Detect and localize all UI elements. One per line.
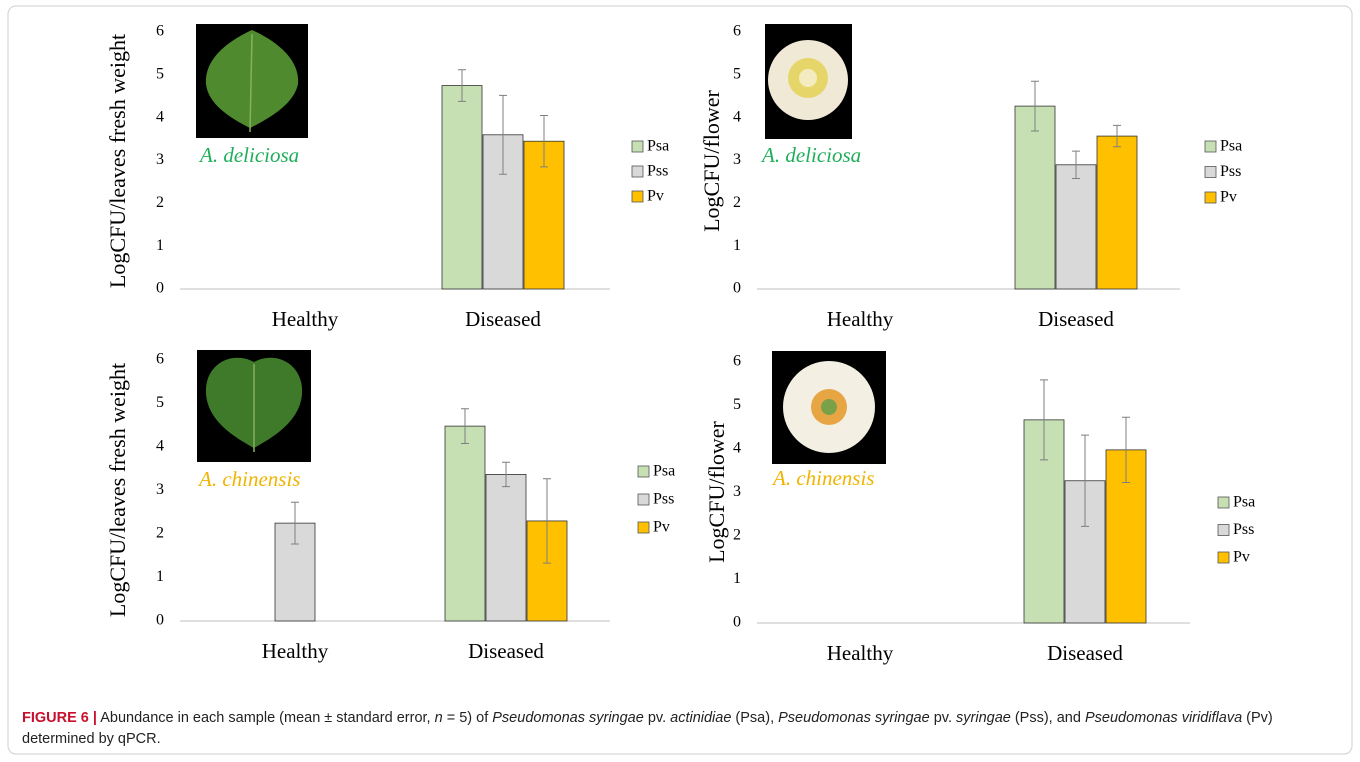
y-tick-label: 5 (156, 394, 164, 411)
x-tick-label: Diseased (468, 639, 544, 663)
flower-photo (772, 351, 886, 464)
x-tick-label: Diseased (1038, 307, 1114, 331)
chart: A. deliciosa A. deliciosa A. chinensis A… (0, 0, 1360, 762)
legend-swatch (632, 166, 643, 177)
legend-label: Psa (647, 138, 669, 155)
caption-text: actinidiae (670, 710, 731, 726)
bar (1056, 165, 1096, 289)
species-label: A. deliciosa (198, 143, 299, 167)
legend-label: Pss (653, 491, 674, 508)
legend-label: Pv (653, 519, 670, 536)
x-tick-label: Healthy (827, 641, 894, 665)
species-label: A. chinensis (197, 467, 300, 491)
legend-swatch (1218, 552, 1229, 563)
bar (1015, 106, 1055, 289)
y-tick-label: 5 (156, 66, 164, 83)
caption-text: Pseudomonas syringae (778, 710, 930, 726)
bar (1097, 136, 1137, 289)
x-tick-label: Healthy (262, 639, 329, 663)
caption-text: pv. (930, 710, 956, 726)
legend-label: Pv (1220, 189, 1237, 206)
y-tick-label: 6 (156, 23, 164, 40)
legend-label: Pss (647, 163, 668, 180)
flower-photo (765, 24, 852, 139)
bar (442, 86, 482, 289)
legend-swatch (638, 522, 649, 533)
legend-label: Psa (653, 463, 675, 480)
x-tick-label: Diseased (465, 307, 541, 331)
species-label: A. deliciosa (760, 143, 861, 167)
leaf-photo (196, 24, 308, 138)
y-axis-title: LogCFU/leaves fresh weight (88, 355, 148, 625)
legend-label: Pss (1233, 521, 1254, 538)
y-tick-label: 0 (156, 280, 164, 297)
legend-swatch (638, 494, 649, 505)
legend-swatch (632, 141, 643, 152)
caption-text: (Pss), and (1011, 710, 1085, 726)
legend-swatch (632, 191, 643, 202)
species-label: A. chinensis (771, 466, 874, 490)
y-tick-label: 6 (156, 351, 164, 368)
y-tick-label: 4 (156, 108, 164, 125)
y-tick-label: 3 (156, 481, 164, 498)
caption-text: Pseudomonas syringae (492, 710, 644, 726)
y-tick-label: 2 (156, 525, 164, 542)
caption-text: pv. (644, 710, 670, 726)
legend-swatch (1218, 525, 1229, 536)
y-tick-label: 1 (156, 237, 164, 254)
legend-label: Pss (1220, 163, 1241, 180)
caption-text: = 5) of (443, 710, 493, 726)
caption-text: syringae (956, 710, 1011, 726)
legend-label: Psa (1220, 138, 1242, 155)
x-tick-label: Healthy (827, 307, 894, 331)
y-tick-label: 3 (156, 151, 164, 168)
x-tick-label: Diseased (1047, 641, 1123, 665)
legend-swatch (1205, 192, 1216, 203)
y-tick-label: 1 (156, 568, 164, 585)
legend-label: Pv (647, 188, 664, 205)
caption-text: Abundance in each sample (mean ± standar… (100, 710, 434, 726)
y-axis-title: LogCFU/flower (687, 357, 747, 627)
legend-label: Pv (1233, 549, 1250, 566)
y-tick-label: 2 (156, 194, 164, 211)
y-tick-label: 4 (156, 438, 164, 455)
caption-text: (Psa), (731, 710, 778, 726)
caption-text: n (435, 710, 443, 726)
legend-swatch (1218, 497, 1229, 508)
legend-swatch (1205, 141, 1216, 152)
y-axis-title: LogCFU/flower (682, 26, 742, 296)
legend-swatch (638, 466, 649, 477)
y-axis-title: LogCFU/leaves fresh weight (88, 26, 148, 296)
caption-label: FIGURE 6 | (22, 710, 97, 726)
caption-text: Pseudomonas viridiflava (1085, 710, 1242, 726)
legend-swatch (1205, 167, 1216, 178)
caption: FIGURE 6 | Abundance in each sample (mea… (22, 708, 1332, 750)
bar (486, 474, 526, 621)
leaf-photo (197, 350, 311, 462)
figure: A. deliciosa A. deliciosa A. chinensis A… (0, 0, 1360, 762)
x-tick-label: Healthy (272, 307, 339, 331)
y-tick-label: 0 (156, 612, 164, 629)
legend-label: Psa (1233, 494, 1255, 511)
bar (445, 426, 485, 621)
